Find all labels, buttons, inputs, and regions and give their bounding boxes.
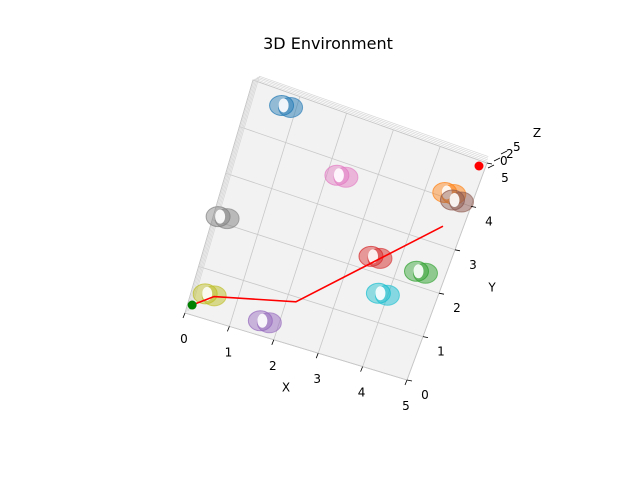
obstacle-ring <box>247 310 282 334</box>
grid-line-x <box>229 96 301 327</box>
y-tick-mark <box>406 379 413 382</box>
z-tick-label: 0 <box>500 154 508 168</box>
x-tick-mark <box>227 326 230 332</box>
wall-edge <box>189 77 259 311</box>
grid-line-y <box>184 312 408 381</box>
wall-edge <box>257 76 489 159</box>
grid-line-y <box>198 266 424 337</box>
y-tick-label: 1 <box>437 345 445 359</box>
x-tick-label: 1 <box>225 345 233 359</box>
wall-edge <box>191 76 260 310</box>
grid-line-y <box>212 219 440 294</box>
y-tick-mark <box>470 206 477 208</box>
y-tick-mark <box>422 336 429 338</box>
grid-line-x <box>273 113 347 340</box>
y-axis-label: Y <box>487 281 496 295</box>
obstacle-ring <box>269 94 304 118</box>
grid-line-y <box>252 79 488 164</box>
z-tick-mark <box>500 150 508 155</box>
wall-edge <box>186 78 255 313</box>
x-tick-mark <box>404 379 408 386</box>
grid-line-y <box>225 172 456 251</box>
chart-series <box>187 94 484 334</box>
wall-edge <box>256 77 488 161</box>
obstacle-ring <box>205 206 240 230</box>
path-line <box>191 225 444 306</box>
x-tick-mark <box>271 339 275 345</box>
y-tick-label: 0 <box>421 388 429 402</box>
y-tick-label: 3 <box>469 258 477 272</box>
x-tick-label: 3 <box>313 372 321 386</box>
chart-pane <box>184 79 488 381</box>
grid-line-x <box>184 79 254 314</box>
floor-pane <box>184 79 488 381</box>
chart-title: 3D Environment <box>263 34 393 53</box>
y-tick-label: 5 <box>501 171 509 185</box>
x-tick-label: 4 <box>358 386 366 400</box>
wall-edge <box>254 78 488 162</box>
goal-marker <box>474 161 484 171</box>
grid-line-x <box>317 129 394 354</box>
obstacle-ring <box>439 189 474 213</box>
start-marker <box>187 300 197 310</box>
grid-line-x <box>406 162 488 381</box>
obstacle-ring <box>403 260 438 284</box>
y-tick-label: 4 <box>485 214 493 228</box>
z-tick-mark <box>493 157 501 162</box>
z-tick-label: 2 <box>506 147 514 161</box>
y-tick-mark <box>454 249 461 252</box>
y-tick-mark <box>438 292 445 295</box>
chart-grid <box>184 75 489 381</box>
y-tick-label: 2 <box>453 301 461 315</box>
x-axis-label: X <box>282 381 290 395</box>
z-tick-label: 5 <box>513 140 521 154</box>
y-tick-mark <box>486 162 493 165</box>
x-tick-mark <box>182 312 186 319</box>
z-tick-mark <box>487 164 495 169</box>
obstacle-ring <box>365 282 400 306</box>
x-tick-label: 0 <box>180 332 188 346</box>
z-axis-label: Z <box>533 126 541 140</box>
x-tick-label: 2 <box>269 359 277 373</box>
x-tick-label: 5 <box>402 399 410 413</box>
obstacle-ring <box>324 164 359 188</box>
wall-edge <box>259 75 489 157</box>
x-tick-mark <box>360 366 363 372</box>
x-tick-mark <box>315 353 319 359</box>
grid-line-x <box>362 146 441 367</box>
wall-edge <box>187 77 257 312</box>
